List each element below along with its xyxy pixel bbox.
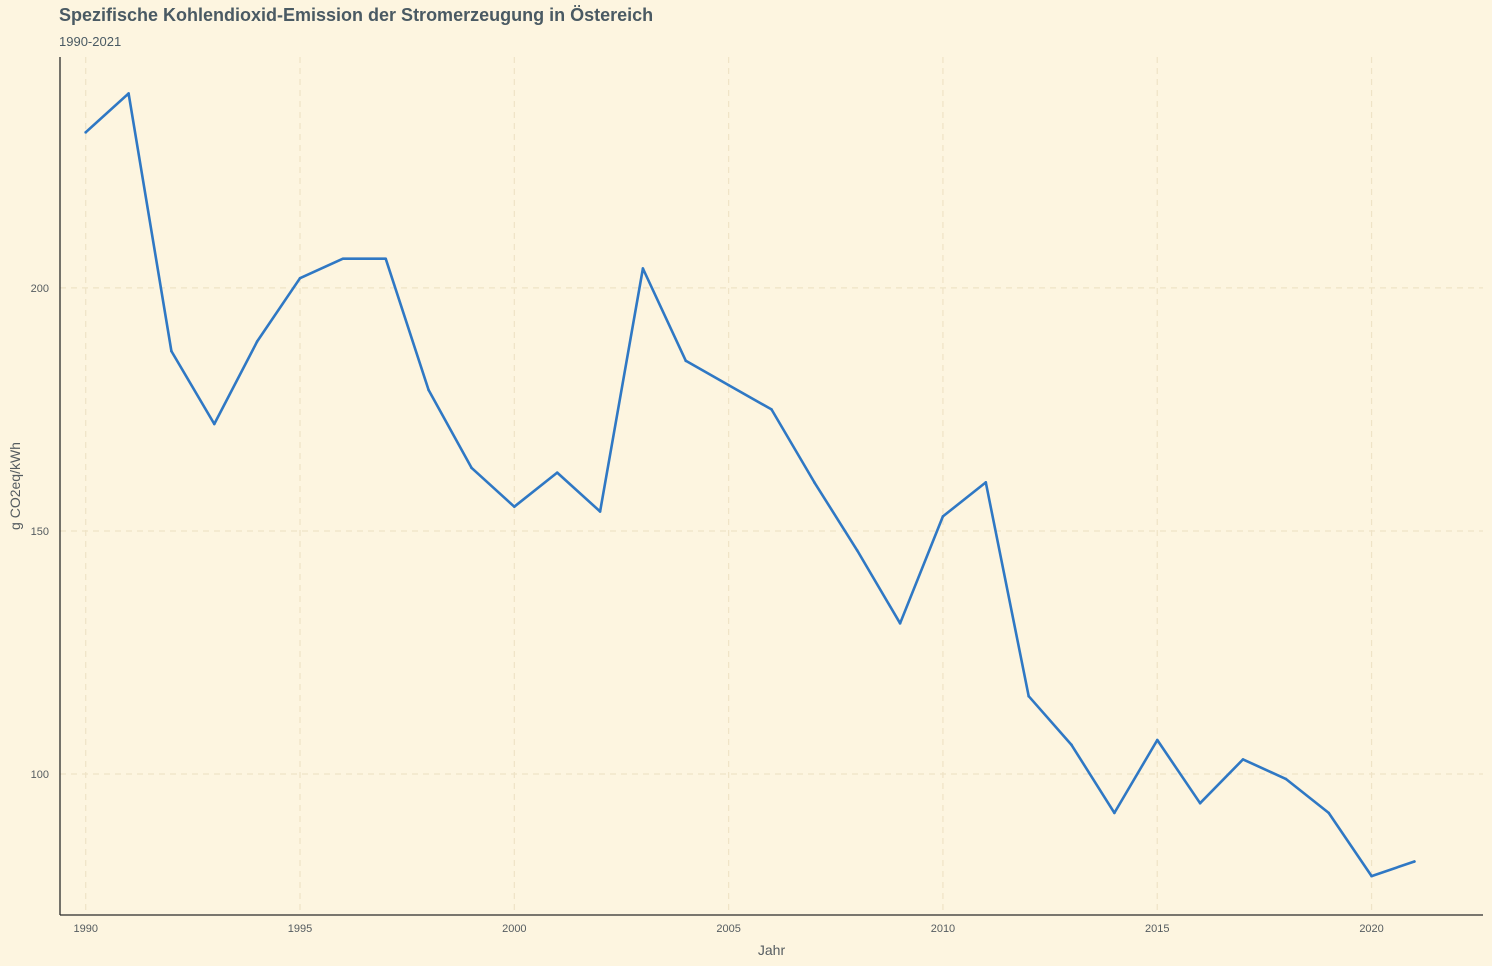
x-tick-label: 2020	[1359, 923, 1383, 935]
x-tick-label: 1990	[73, 923, 97, 935]
data-point	[984, 481, 988, 484]
data-point	[1413, 860, 1416, 863]
data-point	[513, 505, 516, 508]
data-point	[1027, 694, 1030, 698]
y-axis-title: g CO2eq/kWh	[7, 442, 23, 530]
axes	[59, 57, 1483, 916]
y-tick-label: 200	[31, 283, 49, 295]
data-point	[641, 267, 645, 270]
data-point	[941, 515, 945, 518]
data-point	[341, 257, 345, 261]
tick-labels: 1990 1995 2000 2005 2010 2015 2020 100 150 200	[31, 283, 1384, 935]
data-point	[470, 466, 473, 470]
chart-subtitle: 1990-2021	[59, 34, 122, 49]
data-point	[384, 257, 388, 261]
data-point	[298, 276, 302, 280]
x-tick-label: 2010	[931, 923, 955, 935]
data-point	[555, 471, 559, 474]
data-point	[1327, 811, 1330, 815]
data-point	[170, 349, 173, 353]
data-point	[684, 359, 688, 363]
x-tick-label: 1995	[288, 923, 312, 935]
series-layer	[84, 92, 1416, 878]
grid-lines	[60, 57, 1483, 915]
y-tick-label: 150	[31, 526, 49, 538]
x-tick-label: 2015	[1145, 923, 1169, 935]
data-point	[598, 510, 602, 513]
data-point	[1155, 738, 1159, 742]
data-point	[213, 422, 216, 426]
data-point	[427, 388, 430, 392]
data-point	[898, 622, 902, 625]
data-point	[1198, 801, 1202, 805]
data-point	[1113, 811, 1116, 815]
data-point	[1370, 874, 1373, 878]
data-point	[1284, 777, 1288, 781]
y-tick-label: 100	[31, 769, 49, 781]
data-point	[255, 340, 259, 343]
x-tick-label: 2005	[716, 923, 740, 935]
data-point	[770, 408, 773, 411]
data-point	[127, 92, 130, 95]
data-point	[727, 383, 730, 387]
x-axis-title: Jahr	[758, 942, 786, 958]
data-point	[1241, 758, 1245, 761]
data-point	[855, 549, 859, 552]
x-tick-label: 2000	[502, 923, 526, 935]
data-point	[813, 481, 816, 484]
series-line	[84, 92, 1416, 878]
data-point	[84, 131, 88, 134]
chart-title: Spezifische Kohlendioxid-Emission der St…	[59, 5, 654, 25]
data-point	[1070, 743, 1073, 747]
